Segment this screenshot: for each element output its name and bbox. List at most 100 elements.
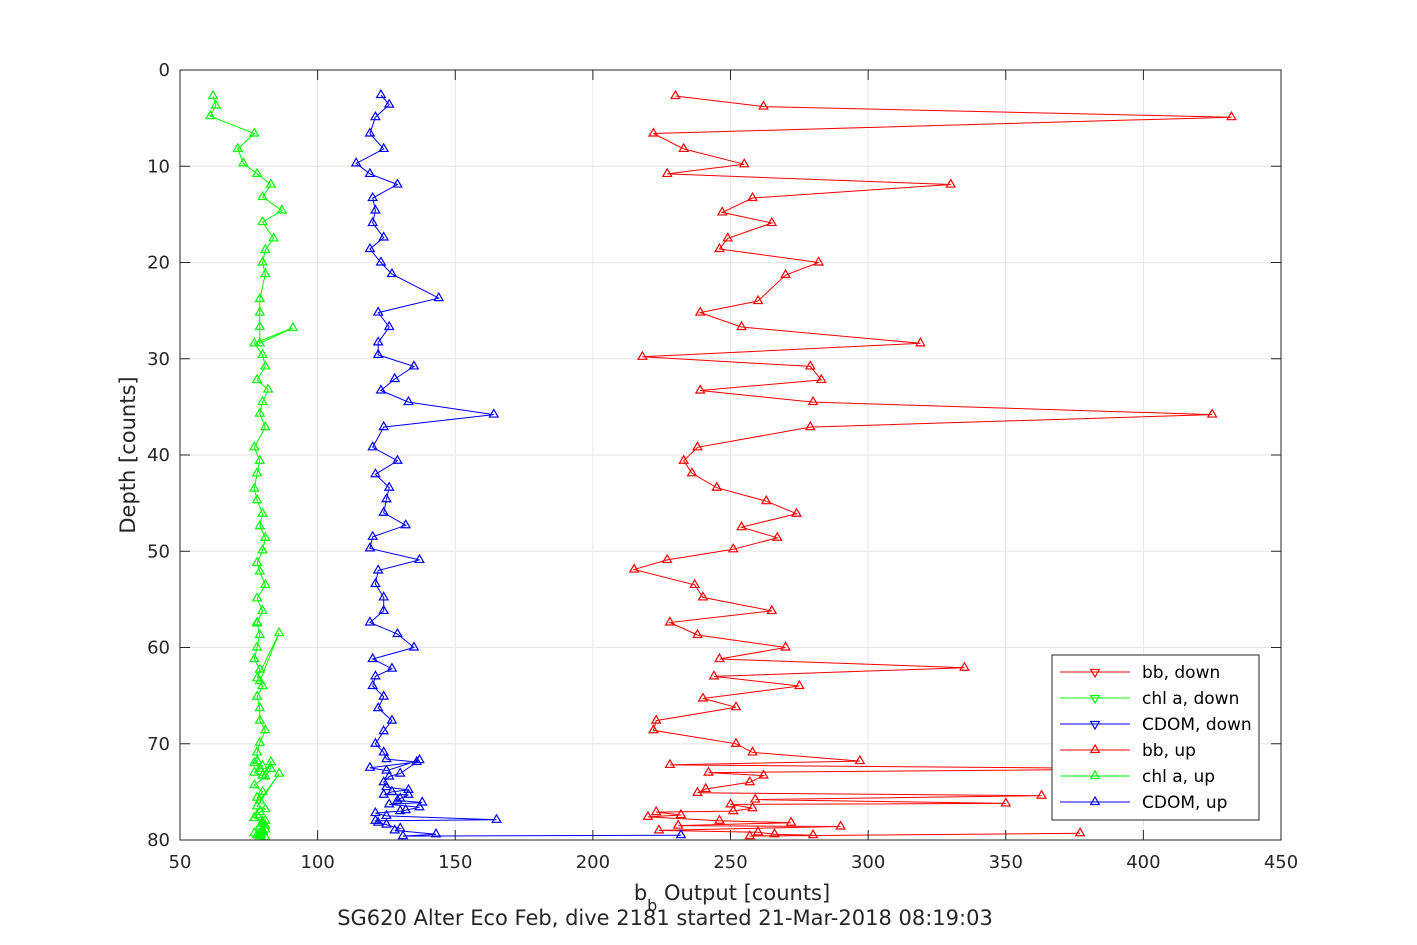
data-point <box>370 737 381 747</box>
x-axis-ticks: 50 100 150 200 250 300 350 400 450 <box>169 70 1298 873</box>
data-point <box>248 766 260 776</box>
data-point <box>276 204 288 214</box>
data-point <box>367 191 379 202</box>
data-point <box>744 776 756 786</box>
data-point <box>694 306 706 316</box>
data-point <box>273 626 285 637</box>
data-point <box>259 360 271 370</box>
data-point <box>386 714 398 724</box>
data-point <box>367 216 379 227</box>
legend-entry: chl a, up <box>1060 767 1215 787</box>
data-point <box>378 604 390 615</box>
data-point <box>670 89 681 100</box>
data-point <box>392 627 403 638</box>
data-point <box>766 216 778 227</box>
data-point <box>815 373 827 384</box>
data-point <box>259 420 271 431</box>
data-point <box>389 372 401 383</box>
data-point <box>257 395 268 406</box>
data-point <box>273 767 285 777</box>
data-point <box>248 482 260 492</box>
data-point <box>254 292 266 303</box>
x-tick-label: 350 <box>989 852 1023 873</box>
data-point <box>392 454 403 464</box>
data-point <box>854 754 866 765</box>
legend: bb, down chl a, down CDOM, down bb, up chl a… <box>1051 654 1260 821</box>
data-point <box>650 805 662 816</box>
data-point <box>259 724 271 734</box>
data-point <box>392 794 403 804</box>
data-point <box>378 420 390 431</box>
data-point <box>408 641 420 651</box>
x-tick-label: 150 <box>438 852 472 873</box>
data-point <box>736 520 747 531</box>
data-point <box>375 88 387 99</box>
data-point <box>370 468 381 478</box>
data-point <box>251 641 263 651</box>
data-point <box>257 604 268 615</box>
data-point <box>259 267 271 278</box>
data-point <box>394 767 406 777</box>
data-point <box>259 531 271 541</box>
legend-marker <box>1089 668 1101 679</box>
data-point <box>414 801 425 811</box>
series-bb-up <box>628 89 1237 840</box>
data-point <box>383 770 395 780</box>
data-point <box>378 725 390 735</box>
x-tick-label: 100 <box>300 852 334 873</box>
data-point <box>488 408 500 418</box>
y-tick-label: 40 <box>147 445 170 466</box>
data-point <box>254 714 266 724</box>
legend-entry: bb, up <box>1060 741 1196 761</box>
legend-entry: CDOM, up <box>1060 793 1227 813</box>
data-point <box>727 804 739 815</box>
data-point <box>785 816 797 826</box>
x-tick-label: 250 <box>713 852 747 873</box>
data-point <box>364 761 376 771</box>
data-point <box>648 724 659 734</box>
data-point <box>257 679 268 690</box>
y-tick-label: 50 <box>147 541 170 562</box>
data-point <box>780 268 791 279</box>
data-point <box>394 804 406 815</box>
data-point <box>697 692 709 702</box>
data-point <box>259 819 271 829</box>
data-point <box>714 242 725 253</box>
data-point <box>375 256 387 266</box>
data-point <box>692 786 703 796</box>
series-layer <box>204 88 1237 841</box>
figure-caption: SG620 Alter Eco Feb, dive 2181 started 2… <box>337 906 993 930</box>
data-point <box>210 99 222 109</box>
data-point <box>251 467 263 477</box>
y-tick-label: 60 <box>147 638 170 659</box>
data-point <box>254 828 266 838</box>
legend-marker <box>1089 694 1101 705</box>
data-point <box>694 384 706 394</box>
data-point <box>254 337 266 347</box>
data-point <box>378 231 390 241</box>
data-point <box>653 824 665 834</box>
data-point <box>378 776 390 786</box>
data-point <box>1000 797 1012 807</box>
data-point <box>265 178 277 188</box>
data-point <box>747 802 758 812</box>
data-point <box>386 267 398 278</box>
data-point <box>254 736 266 746</box>
data-point <box>254 306 266 316</box>
data-point <box>1074 827 1086 837</box>
data-point <box>364 542 376 552</box>
data-point <box>722 232 734 242</box>
data-point <box>386 662 398 672</box>
data-point <box>400 803 412 814</box>
legend-marker <box>1089 720 1101 731</box>
data-point <box>254 701 266 712</box>
data-point <box>414 753 425 764</box>
data-point <box>251 167 263 178</box>
data-point <box>370 670 381 680</box>
data-point <box>378 591 390 601</box>
legend-label: chl a, down <box>1142 689 1239 709</box>
data-point <box>259 803 271 813</box>
data-point <box>738 158 750 168</box>
data-point <box>254 794 266 804</box>
data-point <box>433 291 445 302</box>
